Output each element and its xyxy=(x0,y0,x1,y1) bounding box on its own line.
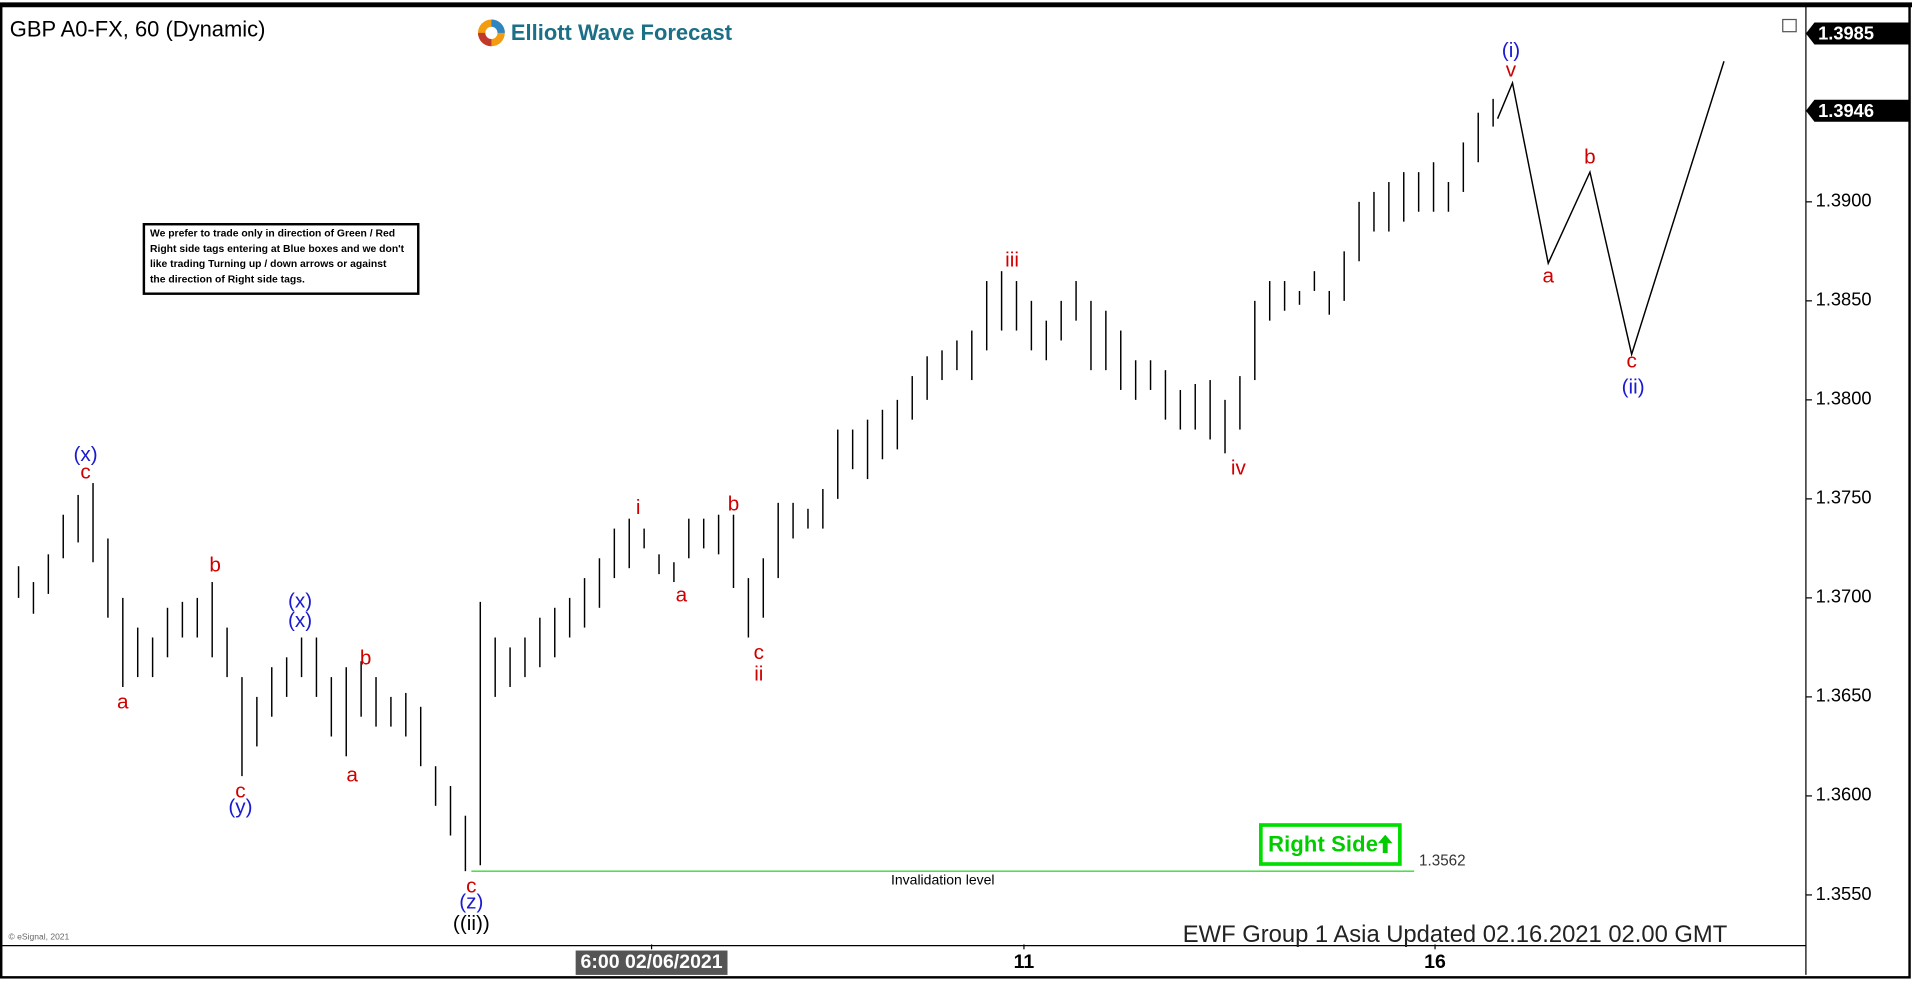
wave-label: iii xyxy=(1005,249,1019,272)
y-tick-label: 1.3900 xyxy=(1816,190,1872,211)
y-tick-label: 1.3700 xyxy=(1816,586,1872,607)
wave-label: b xyxy=(728,492,740,515)
right-side-arrow xyxy=(1377,834,1393,854)
y-tick-label: 1.3600 xyxy=(1816,784,1872,805)
y-tick-label: 1.3750 xyxy=(1816,487,1872,508)
wave-label: c xyxy=(1626,350,1636,373)
wave-label: (x) xyxy=(288,589,312,612)
wave-label: (i) xyxy=(1502,39,1520,62)
wave-label: ((ii)) xyxy=(453,912,490,935)
note-box xyxy=(142,223,420,295)
y-tick-label: 1.3850 xyxy=(1816,289,1872,310)
wave-label: a xyxy=(346,764,358,787)
note-line: Right side tags entering at Blue boxes a… xyxy=(150,244,405,255)
x-tick-highlight xyxy=(575,950,728,975)
wave-label: (y) xyxy=(228,795,252,818)
note-line: the direction of Right side tags. xyxy=(150,274,305,285)
x-tick-label: 11 xyxy=(1014,951,1035,973)
wave-label: (x) xyxy=(73,443,97,466)
invalidation-text: Invalidation level xyxy=(891,872,995,888)
wave-label: v xyxy=(1506,59,1517,82)
price-tag xyxy=(1805,22,1910,45)
price-tag-label: 1.3985 xyxy=(1818,23,1874,44)
y-tick-label: 1.3550 xyxy=(1816,883,1872,904)
wave-label: a xyxy=(676,583,688,606)
wave-label: (z) xyxy=(459,890,483,913)
logo: Elliott Wave Forecast xyxy=(478,19,733,47)
wave-label: iv xyxy=(1231,457,1247,480)
wave-label: c xyxy=(80,461,90,484)
projection-line xyxy=(1496,61,1725,358)
wave-label: a xyxy=(1542,265,1554,288)
wave-label: b xyxy=(360,647,372,670)
invalidation-value: 1.3562 xyxy=(1419,852,1466,869)
logo-icon xyxy=(485,26,498,39)
wave-label: b xyxy=(209,554,221,577)
logo-text: Elliott Wave Forecast xyxy=(511,20,733,45)
y-tick-label: 1.3800 xyxy=(1816,388,1872,409)
window-icon xyxy=(1782,18,1797,33)
chart-title: GBP A0-FX, 60 (Dynamic) xyxy=(10,16,266,41)
copyright: © eSignal, 2021 xyxy=(9,931,70,941)
note-line: like trading Turning up / down arrows or… xyxy=(150,259,387,270)
x-tick-label: 16 xyxy=(1424,951,1446,973)
wave-label: i xyxy=(636,496,641,519)
wave-label: c xyxy=(466,874,476,897)
price-tag-label: 1.3946 xyxy=(1818,100,1874,121)
wave-label: b xyxy=(1584,146,1596,169)
wave-label: (x) xyxy=(288,609,312,632)
wave-label: (ii) xyxy=(1622,375,1645,398)
footer: EWF Group 1 Asia Updated 02.16.2021 02.0… xyxy=(1183,921,1727,948)
wave-label: a xyxy=(117,690,129,713)
wave-label: c xyxy=(235,779,245,802)
price-tag xyxy=(1805,99,1910,122)
right-side-label: Right Side xyxy=(1268,832,1378,857)
y-tick-label: 1.3650 xyxy=(1816,685,1872,706)
x-tick-label: 6:00 02/06/2021 xyxy=(581,951,723,973)
wave-label: ii xyxy=(754,663,763,686)
note-line: We prefer to trade only in direction of … xyxy=(150,229,395,240)
right-side-box xyxy=(1259,823,1402,866)
wave-label: c xyxy=(754,641,764,664)
